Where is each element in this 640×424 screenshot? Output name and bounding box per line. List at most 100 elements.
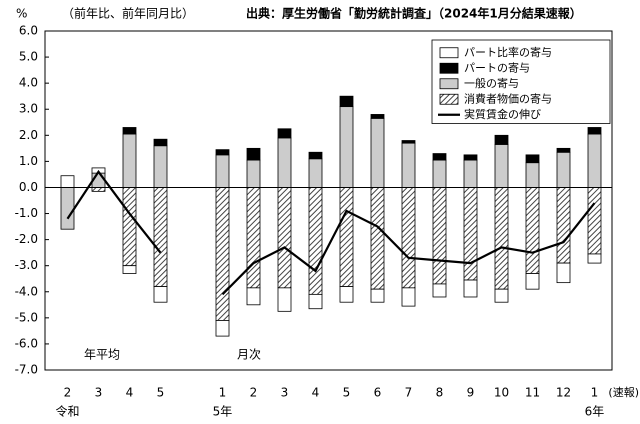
bar-segment [494,288,509,303]
y-tick-label: 4.0 [19,76,38,90]
bar-segment [91,187,106,192]
x-tick-label: 8 [436,386,444,400]
x-tick-label: 10 [494,386,509,400]
bar-segment [339,286,354,303]
x-tick-label: 1 [219,386,227,400]
y-tick-label: -3.0 [15,258,38,272]
bar-segment [153,187,168,287]
bar-segment [308,151,323,160]
y-tick-label: 5.0 [19,50,38,64]
x-tick-label: 1 [591,386,599,400]
preliminary-label: (速報) [608,386,639,399]
bar-segment [432,153,447,161]
x-tick-label: 4 [312,386,320,400]
bar-segment [339,95,354,108]
bar-segment [556,147,571,153]
x-tick-label: 7 [405,386,413,400]
bar-segment [153,138,168,147]
bar-segment [370,187,385,290]
bar-segment [308,293,323,310]
legend-box [431,39,611,124]
bar-segment [587,187,602,255]
bar-segment [215,154,230,188]
bar-segment [122,133,137,188]
bar-segment [246,287,261,306]
bar-segment [277,128,292,139]
bar-segment [60,175,75,188]
x-tick-label: 4 [126,386,134,400]
legend-label: パート比率の寄与 [464,45,552,59]
y-tick-label: 2.0 [19,128,38,142]
bar-segment [122,127,137,135]
period-label: 年平均 [84,348,120,362]
bar-segment [463,154,478,161]
bar-segment [122,265,137,274]
bar-segment [401,287,416,307]
bar-segment [246,159,261,188]
bar-segment [525,162,540,188]
x-tick-label: 5 [157,386,165,400]
plot-frame [44,30,613,371]
bar-segment [432,283,447,298]
bar-segment [308,187,323,295]
bar-segment [153,145,168,188]
bar-segment [215,149,230,156]
y-tick-label: 3.0 [19,102,38,116]
x-tick-label: 12 [556,386,571,400]
bar-segment [587,133,602,188]
bar-segment [215,320,230,337]
y-tick-label: 6.0 [19,24,38,38]
bar-segment [246,187,261,289]
legend-label: 消費者物価の寄与 [464,91,552,105]
x-tick-label: 5 [343,386,351,400]
y-tick-label: -6.0 [15,336,38,350]
bar-segment [308,158,323,188]
bar-segment [494,134,509,145]
y-tick-label: -5.0 [15,310,38,324]
y-tick-label: -2.0 [15,232,38,246]
y-tick-label: 0.0 [19,180,38,194]
x-tick-label: 9 [467,386,475,400]
bar-segment [432,187,447,285]
bar-segment [587,127,602,135]
bar-segment [525,273,540,290]
legend-swatch [439,78,459,90]
bar-segment [60,187,75,230]
legend-swatch [439,47,459,59]
period-label: 月次 [237,348,261,362]
bar-segment [525,154,540,164]
bar-segment [277,287,292,312]
legend-label: 一般の寄与 [464,76,519,90]
bar-segment [463,159,478,188]
legend-swatch [439,62,459,74]
chart-title: 出典：厚生労働省「勤労統計調査」（2024年1月分結果速報） [246,6,582,21]
y-tick-label: -4.0 [15,284,38,298]
y-tick-label: -1.0 [15,206,38,220]
bar-segment [463,187,478,281]
bar-segment [153,286,168,303]
bar-segment [401,142,416,188]
x-tick-label: 6 [374,386,382,400]
bar-segment [463,279,478,298]
bar-segment [339,187,354,287]
x-tick-label: 3 [95,386,103,400]
x-tick-label: 3 [281,386,289,400]
x-tick-label: 2 [64,386,72,400]
legend-label: 実質賃金の伸び [464,107,541,121]
bar-segment [122,187,137,267]
x-tick-label: 11 [525,386,540,400]
era-label: 令和 [55,404,79,419]
bar-segment [215,187,230,321]
bar-segment [587,253,602,264]
bar-segment [494,144,509,188]
year-label: 5年 [213,405,233,419]
chart-subtitle: （前年比、前年同月比） [62,6,194,21]
bar-segment [556,187,571,264]
bar-segment [277,137,292,188]
bar-segment [246,147,261,161]
bar-segment [401,187,416,289]
y-unit: % [16,7,27,21]
bar-segment [370,114,385,119]
